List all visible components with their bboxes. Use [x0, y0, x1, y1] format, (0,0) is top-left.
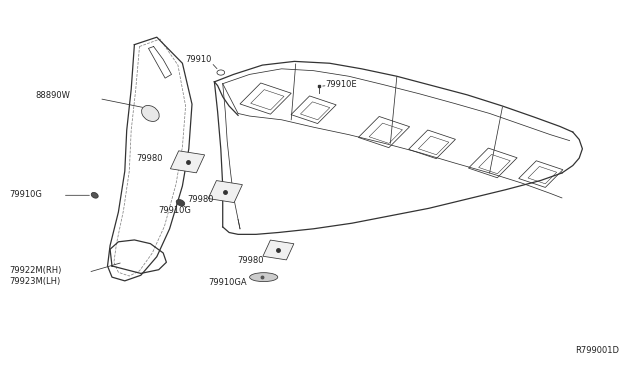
Text: 79910: 79910 [186, 55, 212, 64]
Ellipse shape [92, 192, 98, 198]
Text: 79980: 79980 [237, 256, 263, 265]
Text: 79910E: 79910E [325, 80, 356, 89]
Text: 79910G: 79910G [159, 206, 191, 215]
Text: 79910GA: 79910GA [208, 278, 246, 287]
Text: 79910G: 79910G [10, 190, 42, 199]
Polygon shape [170, 151, 205, 173]
Polygon shape [263, 240, 294, 260]
Text: 79922M(RH)
79923M(LH): 79922M(RH) 79923M(LH) [10, 266, 62, 286]
Ellipse shape [250, 273, 278, 282]
Text: R799001D: R799001D [575, 346, 620, 355]
Ellipse shape [141, 105, 159, 122]
Text: 79980: 79980 [136, 154, 163, 163]
Text: 79980: 79980 [188, 195, 214, 203]
Text: 88890W: 88890W [35, 92, 70, 100]
Ellipse shape [176, 199, 185, 206]
Polygon shape [208, 180, 243, 203]
